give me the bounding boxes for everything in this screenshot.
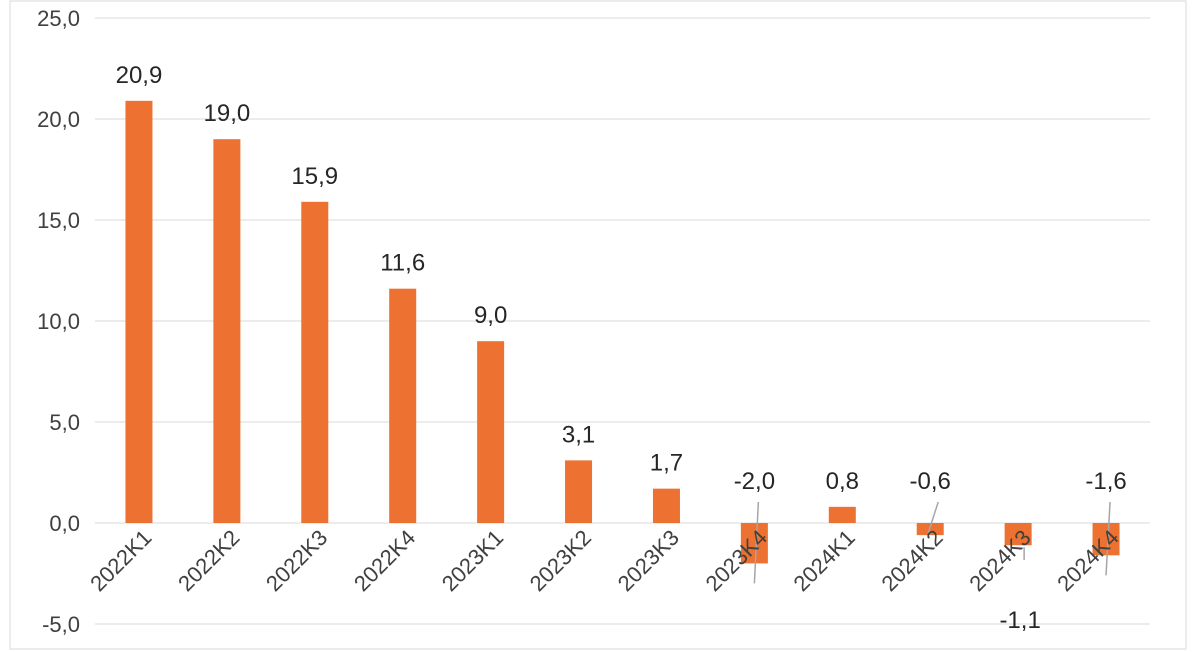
y-tick-label: 0,0 xyxy=(49,511,80,536)
leader-line xyxy=(753,501,760,584)
bar xyxy=(301,201,329,523)
bar xyxy=(565,460,593,523)
y-tick-label: 5,0 xyxy=(49,410,80,435)
y-tick-label: 10,0 xyxy=(37,309,80,334)
y-axis-tick-labels: -5,0 0,0 5,0 10,0 15,0 20,0 25,0 xyxy=(37,6,80,637)
data-label: -1,1 xyxy=(999,607,1040,634)
leader-line xyxy=(927,501,939,534)
data-label: 1,7 xyxy=(650,450,683,477)
y-tick-label: -5,0 xyxy=(42,612,80,637)
chart-border xyxy=(9,0,1187,650)
data-label: -0,6 xyxy=(910,468,951,495)
bar xyxy=(740,523,768,564)
bar xyxy=(652,488,680,523)
bar xyxy=(125,100,153,523)
bar xyxy=(828,506,856,523)
data-label: 20,9 xyxy=(116,62,163,89)
bar xyxy=(1092,523,1120,556)
bars xyxy=(125,100,1120,564)
data-label: 19,0 xyxy=(204,100,251,127)
data-label: 9,0 xyxy=(474,302,507,329)
data-label: -1,6 xyxy=(1085,468,1126,495)
data-label: 0,8 xyxy=(826,468,859,495)
gridlines xyxy=(95,17,1150,625)
y-tick-label: 15,0 xyxy=(37,208,80,233)
y-tick-label: 20,0 xyxy=(37,107,80,132)
bar xyxy=(1004,523,1032,546)
leader-lines xyxy=(753,501,1111,584)
bar xyxy=(389,288,417,523)
data-label: 3,1 xyxy=(562,421,595,448)
y-tick-label: 25,0 xyxy=(37,6,80,31)
bar xyxy=(477,341,505,523)
data-label: 15,9 xyxy=(291,163,338,190)
bar xyxy=(213,139,241,523)
leader-line xyxy=(1105,501,1111,576)
data-label: 11,6 xyxy=(380,250,425,277)
data-label: -2,0 xyxy=(734,468,775,495)
data-labels: 20,9 19,0 15,9 11,6 9,0 3,1 1,7 -2,0 0,8 -0,6 -1,1… xyxy=(116,62,1127,634)
